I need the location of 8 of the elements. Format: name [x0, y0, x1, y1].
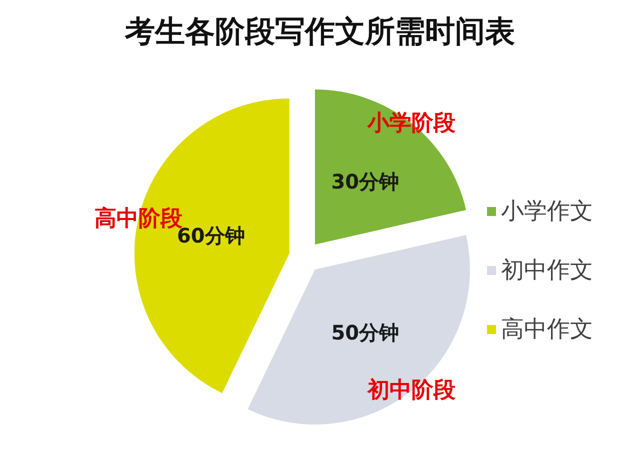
text: 初中阶段: [366, 377, 457, 404]
data-label: 30分钟: [331, 170, 400, 194]
data-label: 50分钟: [331, 320, 400, 344]
legend-label: 初中作文: [501, 258, 593, 284]
text: 小学阶段: [366, 110, 457, 136]
chart-title: 考生各阶段写作文所需时间表: [124, 14, 515, 50]
legend-label: 小学作文: [501, 198, 593, 224]
legend-label: 高中作文: [501, 316, 593, 342]
